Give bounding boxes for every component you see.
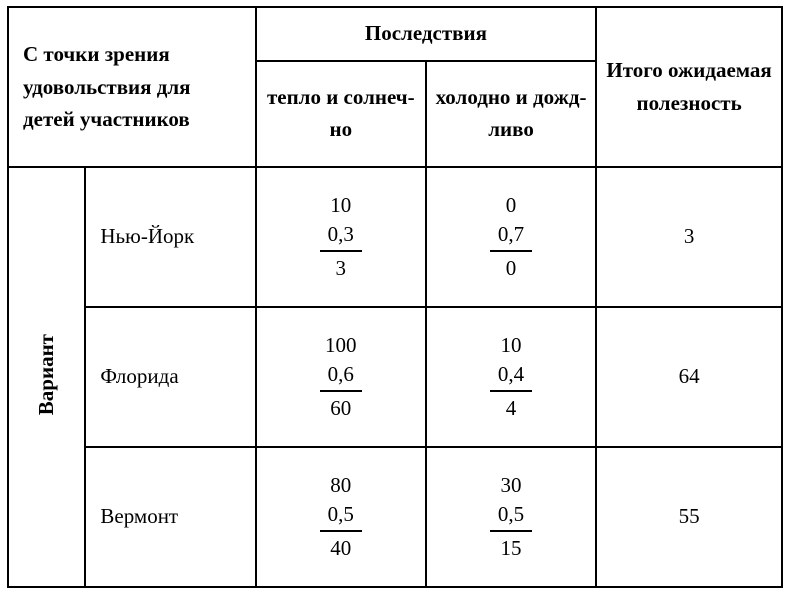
calc-prob: 0,3 (320, 220, 362, 252)
table-row: Вермонт 80 0,5 40 30 0,5 15 55 (8, 447, 782, 587)
calc-stack: 10 0,3 3 (320, 191, 362, 282)
calc-cold: 0 0,7 0 (426, 167, 596, 307)
row-label: Нью-Йорк (85, 167, 255, 307)
calc-stack: 10 0,4 4 (490, 331, 532, 422)
header-row-1: С точки зрения удовольствия для детей уч… (8, 7, 782, 61)
calc-product: 4 (490, 392, 532, 422)
calc-value: 80 (320, 471, 362, 499)
row-label: Флорида (85, 307, 255, 447)
calc-value: 30 (490, 471, 532, 499)
table-row: Вариант Нью-Йорк 10 0,3 3 0 0,7 0 3 (8, 167, 782, 307)
calc-stack: 0 0,7 0 (490, 191, 532, 282)
calc-product: 40 (320, 532, 362, 562)
calc-prob: 0,5 (320, 500, 362, 532)
calc-product: 15 (490, 532, 532, 562)
variant-label: Вариант (34, 334, 59, 415)
calc-stack: 100 0,6 60 (320, 331, 362, 422)
header-warm: тепло и солнеч­но (256, 61, 426, 167)
row-total: 55 (596, 447, 782, 587)
row-total: 64 (596, 307, 782, 447)
calc-prob: 0,5 (490, 500, 532, 532)
calc-stack: 30 0,5 15 (490, 471, 532, 562)
header-total: Итого ожидае­мая по­лезность (596, 7, 782, 167)
calc-value: 100 (320, 331, 362, 359)
header-perspective: С точки зрения удовольствия для детей уч… (8, 7, 256, 167)
calc-cold: 30 0,5 15 (426, 447, 596, 587)
calc-product: 3 (320, 252, 362, 282)
calc-value: 0 (490, 191, 532, 219)
table-row: Флорида 100 0,6 60 10 0,4 4 64 (8, 307, 782, 447)
utility-table-container: С точки зрения удовольствия для детей уч… (7, 6, 783, 588)
variant-label-cell: Вариант (8, 167, 85, 587)
calc-warm: 100 0,6 60 (256, 307, 426, 447)
calc-prob: 0,4 (490, 360, 532, 392)
calc-prob: 0,6 (320, 360, 362, 392)
calc-warm: 80 0,5 40 (256, 447, 426, 587)
header-cold: холодно и дожд­ливо (426, 61, 596, 167)
calc-prob: 0,7 (490, 220, 532, 252)
calc-stack: 80 0,5 40 (320, 471, 362, 562)
calc-value: 10 (320, 191, 362, 219)
row-label: Вермонт (85, 447, 255, 587)
utility-table: С точки зрения удовольствия для детей уч… (7, 6, 783, 588)
calc-cold: 10 0,4 4 (426, 307, 596, 447)
header-consequences: Последствия (256, 7, 597, 61)
calc-product: 60 (320, 392, 362, 422)
row-total: 3 (596, 167, 782, 307)
calc-warm: 10 0,3 3 (256, 167, 426, 307)
calc-product: 0 (490, 252, 532, 282)
calc-value: 10 (490, 331, 532, 359)
